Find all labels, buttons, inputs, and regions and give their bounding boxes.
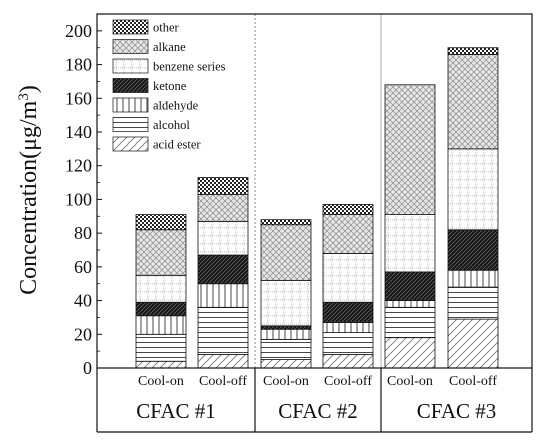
bar-segment-acid-ester bbox=[260, 359, 312, 369]
x-axis-category-labels: Cool-on Cool-off Cool-on Cool-off Cool-on Coo… bbox=[138, 374, 497, 389]
bar-segment-ketone bbox=[135, 301, 187, 317]
bar-segment-acid-ester bbox=[135, 360, 187, 369]
plot-frame bbox=[96, 13, 533, 369]
y-tick-label: 20 bbox=[74, 324, 92, 344]
bar-segment-acid-ester bbox=[197, 354, 249, 369]
x-category-label: Cool-on bbox=[387, 374, 433, 389]
bar-segment-alkane bbox=[260, 224, 312, 281]
group-label: CFAC #3 bbox=[417, 399, 497, 423]
bar-segment-alcohol bbox=[260, 338, 312, 360]
legend-label: aldehyde bbox=[153, 99, 199, 113]
y-tick-label: 200 bbox=[65, 21, 92, 41]
bar-segment-benzene-series bbox=[135, 274, 187, 303]
x-category-label: Cool-on bbox=[138, 374, 184, 389]
x-category-label: Cool-off bbox=[324, 374, 372, 389]
bar-segment-acid-ester bbox=[322, 354, 374, 369]
x-category-label: Cool-on bbox=[263, 374, 309, 389]
legend-swatch bbox=[112, 78, 149, 93]
x-category-label: Cool-off bbox=[449, 374, 497, 389]
bar-segment-other bbox=[197, 177, 249, 195]
bar-segment-other bbox=[322, 204, 374, 216]
y-tick-label: 120 bbox=[65, 156, 92, 176]
bar-segment-alkane bbox=[135, 229, 187, 276]
group-label: CFAC #1 bbox=[136, 399, 216, 423]
y-tick-label: 180 bbox=[65, 55, 92, 75]
bar-segment-benzene-series bbox=[197, 220, 249, 256]
bar-segment-benzene-series bbox=[260, 279, 312, 327]
y-axis-ticks: 0 20 40 60 80 100 120 140 160 180 200 bbox=[65, 21, 102, 378]
bar-segment-acid-ester bbox=[447, 318, 499, 369]
legend: other alkane benzene series ketone aldehyde a… bbox=[112, 19, 226, 152]
legend-label: alkane bbox=[153, 40, 186, 54]
bar-segment-benzene-series bbox=[322, 252, 374, 303]
bar-segment-other bbox=[135, 214, 187, 231]
legend-swatch bbox=[112, 136, 149, 152]
legend-label: other bbox=[153, 21, 180, 35]
bar-segment-other bbox=[447, 47, 499, 55]
bar-segment-alkane bbox=[447, 54, 499, 150]
bar-segment-aldehyde bbox=[322, 322, 374, 334]
bar-segment-ketone bbox=[260, 325, 312, 330]
bar-segment-ketone bbox=[447, 229, 499, 271]
bar-segment-ketone bbox=[384, 271, 436, 301]
bar-segment-alkane bbox=[197, 193, 249, 222]
bar-segment-ketone bbox=[197, 254, 249, 285]
bar-segment-alcohol bbox=[447, 286, 499, 320]
legend-swatch bbox=[112, 39, 149, 54]
y-tick-label: 140 bbox=[65, 122, 92, 142]
legend-label: ketone bbox=[153, 79, 187, 93]
bar-segment-benzene-series bbox=[384, 214, 436, 273]
axes bbox=[96, 13, 533, 369]
group-label-table: CFAC #1 CFAC #2 CFAC #3 bbox=[96, 368, 533, 433]
bar-segment-alcohol bbox=[384, 306, 436, 339]
y-tick-label: 100 bbox=[65, 189, 92, 209]
bar-segment-alkane bbox=[384, 84, 436, 216]
bar-segment-alcohol bbox=[322, 332, 374, 355]
bar-segment-acid-ester bbox=[384, 337, 436, 369]
y-tick-label: 80 bbox=[74, 223, 92, 243]
bar-segment-alkane bbox=[322, 214, 374, 254]
y-tick-label: 60 bbox=[74, 257, 92, 277]
y-tick-label: 160 bbox=[65, 88, 92, 108]
legend-swatch bbox=[112, 19, 149, 35]
bar-segment-aldehyde bbox=[447, 269, 499, 288]
bar-series bbox=[135, 47, 499, 369]
legend-label: benzene series bbox=[153, 60, 226, 74]
legend-label: acid ester bbox=[153, 138, 201, 152]
group-separators bbox=[254, 14, 382, 368]
bar-segment-aldehyde bbox=[260, 328, 312, 340]
y-tick-label: 40 bbox=[74, 291, 92, 311]
bar-segment-alcohol bbox=[135, 333, 187, 362]
bar-segment-ketone bbox=[322, 301, 374, 323]
legend-label: alcohol bbox=[153, 118, 190, 132]
legend-swatch bbox=[112, 117, 149, 132]
bar-segment-aldehyde bbox=[135, 315, 187, 335]
legend-swatch bbox=[112, 58, 149, 74]
x-category-label: Cool-off bbox=[199, 374, 247, 389]
bar-segment-aldehyde bbox=[384, 300, 436, 308]
legend-swatch bbox=[112, 97, 149, 113]
y-tick-label: 0 bbox=[83, 358, 92, 378]
bar-segment-benzene-series bbox=[447, 148, 499, 231]
bar-segment-other bbox=[260, 219, 312, 226]
group-label: CFAC #2 bbox=[278, 399, 358, 423]
bar-segment-aldehyde bbox=[197, 283, 249, 308]
bar-segment-alcohol bbox=[197, 306, 249, 355]
y-axis-title: Concentration(μg/m3) bbox=[16, 85, 42, 295]
